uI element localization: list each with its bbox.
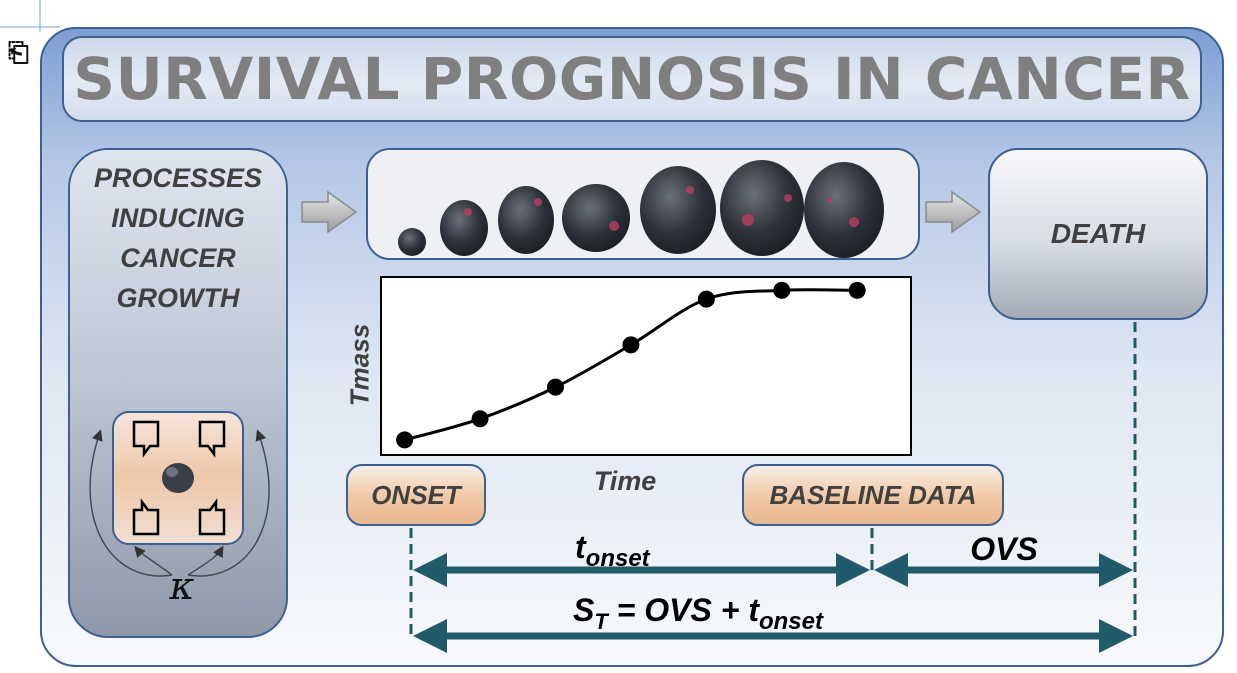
death-label: DEATH	[1050, 218, 1146, 249]
chart-x-axis-label: Time	[593, 466, 657, 496]
data-point-3	[546, 378, 564, 396]
processes-label: PROCESSES INDUCING CANCER GROWTH	[93, 163, 263, 313]
corner-guides	[0, 0, 60, 32]
data-point-7	[848, 281, 866, 299]
baseline-data-label: BASELINE DATA	[769, 479, 977, 510]
right-arrow-icon	[925, 190, 982, 234]
tumor-progression-strip	[366, 148, 920, 260]
data-point-2	[471, 410, 489, 428]
tumor-image	[368, 150, 918, 258]
data-point-5	[697, 290, 715, 308]
death-box: DEATH	[988, 148, 1208, 320]
survival-time-arrow	[413, 619, 1133, 653]
right-arrow-icon	[301, 190, 358, 234]
onset-label: ONSET	[371, 479, 461, 510]
survival-formula: ST = OVS + tonset	[573, 592, 824, 635]
tumor-mass-chart	[396, 281, 866, 449]
t-onset-label: tonset	[575, 529, 651, 572]
data-point-4	[622, 336, 640, 354]
clipboard-icon: ⎗	[8, 38, 29, 68]
kappa-symbol: κ	[169, 564, 195, 608]
baseline-data-tag: BASELINE DATA	[742, 464, 1004, 526]
ovs-arrow	[874, 553, 1133, 587]
processes-box: PROCESSES INDUCING CANCER GROWTH	[68, 148, 288, 638]
gene-network-icon: κ	[89, 411, 270, 608]
onset-tag: ONSET	[346, 464, 486, 526]
page-title: SURVIVAL PROGNOSIS IN CANCER	[73, 45, 1191, 113]
chart-plot-area	[380, 276, 912, 456]
data-point-1	[396, 431, 414, 449]
t-onset-arrow	[413, 553, 870, 587]
title-box: SURVIVAL PROGNOSIS IN CANCER	[62, 36, 1202, 122]
data-point-6	[773, 281, 791, 299]
ovs-label: OVS	[970, 531, 1038, 567]
